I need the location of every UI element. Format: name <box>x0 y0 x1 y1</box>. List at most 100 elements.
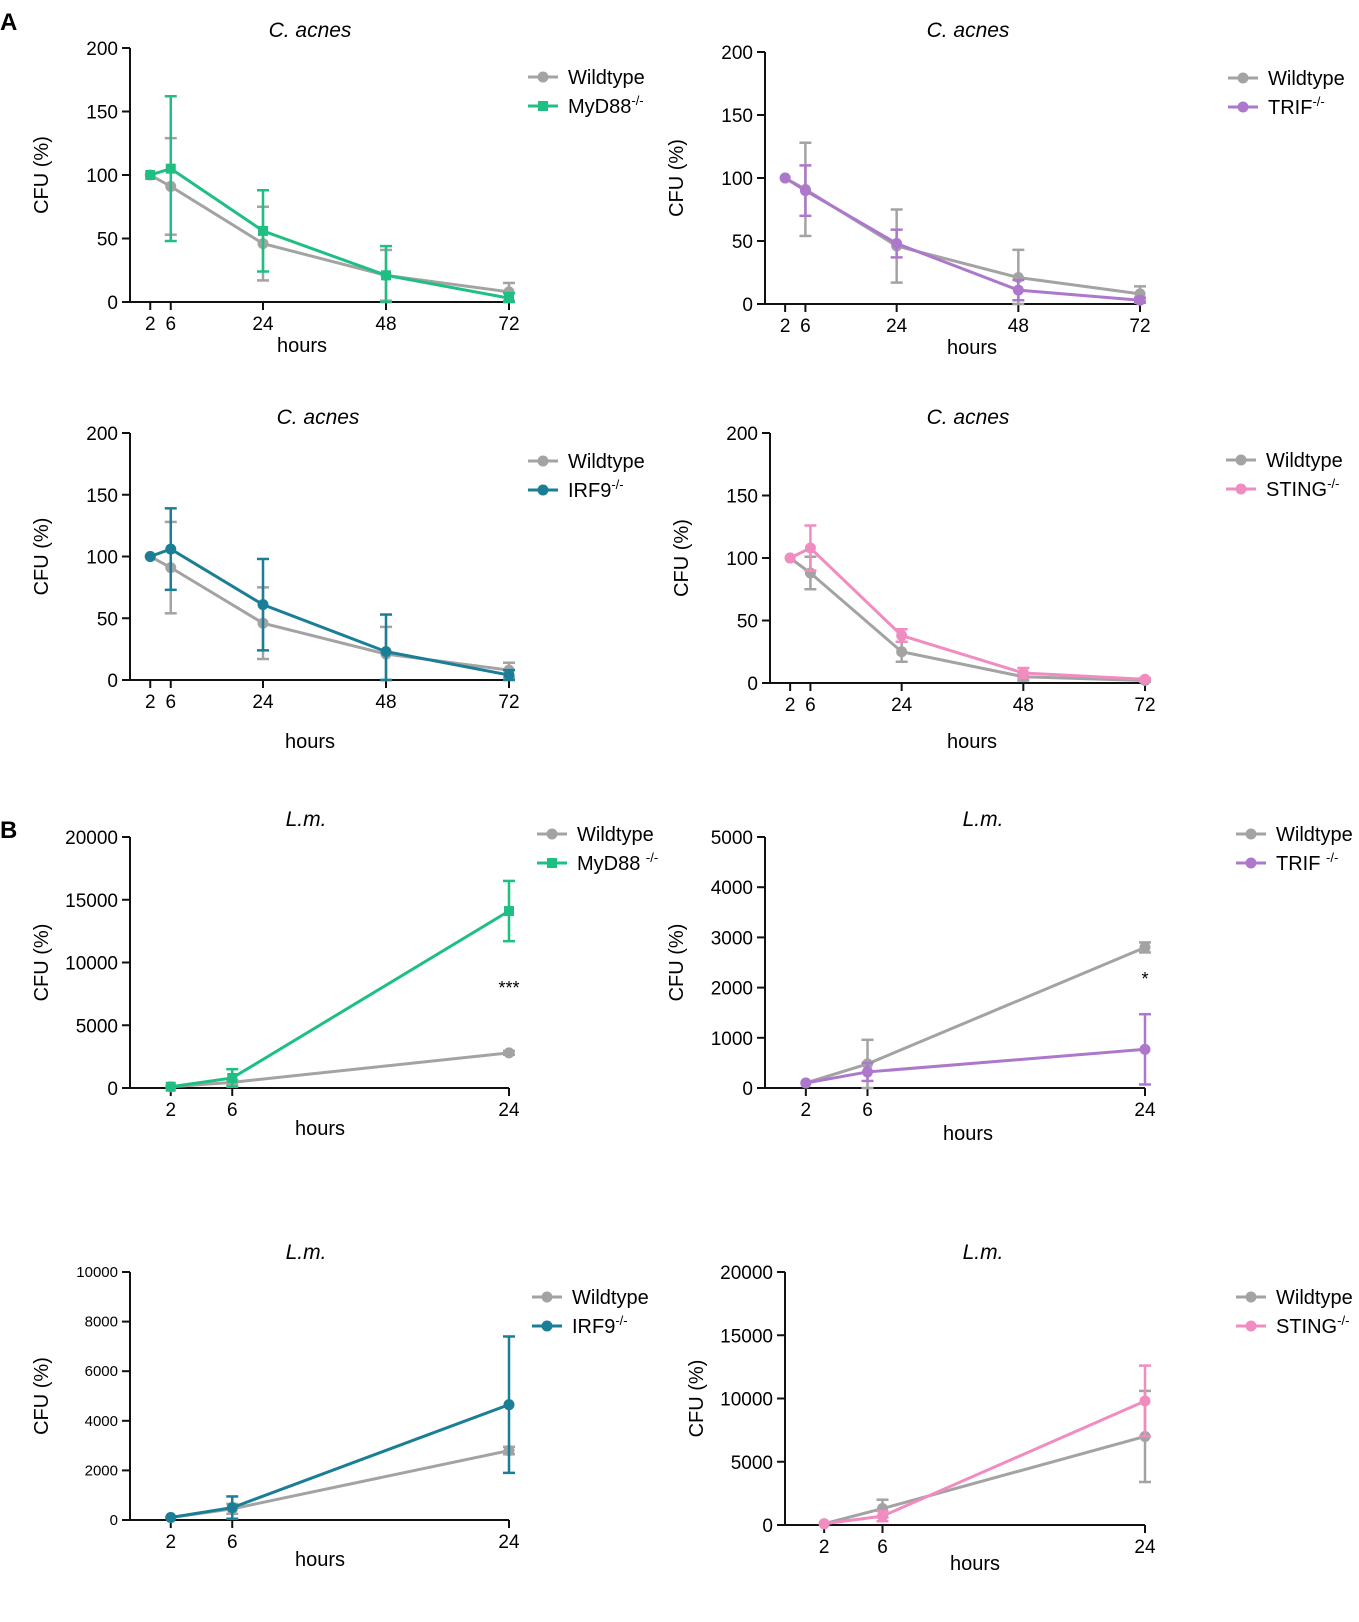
data-point <box>257 599 269 611</box>
data-point <box>258 225 268 236</box>
series-line <box>149 555 510 672</box>
x-axis-label: hours <box>277 335 327 357</box>
y-tick-label: 0 <box>742 1079 753 1100</box>
series-trif <box>779 164 1146 306</box>
x-axis-label: hours <box>943 1123 993 1145</box>
legend-marker <box>1237 72 1249 84</box>
data-point <box>504 906 514 917</box>
y-tick-label: 6000 <box>85 1363 118 1380</box>
series-wildtype <box>779 141 1146 306</box>
data-point <box>165 1081 176 1092</box>
series-sting <box>784 524 1151 685</box>
data-point <box>1134 294 1146 306</box>
x-tick-label: 2 <box>801 1100 812 1121</box>
data-point <box>1012 284 1024 296</box>
y-tick-label: 200 <box>726 424 758 445</box>
data-point <box>784 552 796 564</box>
data-point <box>804 542 816 554</box>
series-wildtype <box>818 1389 1151 1530</box>
x-tick-label: 24 <box>252 692 274 713</box>
data-point <box>877 1510 888 1522</box>
x-axis-label: hours <box>285 731 335 753</box>
y-tick-label: 20000 <box>720 1263 773 1284</box>
data-point <box>381 270 391 281</box>
data-point <box>145 170 156 180</box>
legend-label: IRF9-/- <box>568 477 624 502</box>
legend-marker <box>1245 857 1257 869</box>
x-tick-label: 2 <box>145 692 156 713</box>
data-point <box>1017 667 1029 679</box>
legend-marker <box>1237 101 1249 113</box>
y-axis-label: CFU (%) <box>666 924 688 1002</box>
series-line <box>789 546 1146 681</box>
chart-title: C. acnes <box>927 19 1010 42</box>
series-myd88 <box>165 879 515 1092</box>
chart-7: L.m. 0 2000 4000 6000 8000 10000 2 6 24 hours CFU (… <box>31 1241 649 1571</box>
legend-marker <box>547 858 557 868</box>
legend-superscript: -/- <box>646 850 658 865</box>
legend-label: STING-/- <box>1266 476 1339 501</box>
data-point <box>818 1518 830 1530</box>
legend-label: Wildtype <box>1266 450 1343 472</box>
legend-marker <box>537 484 549 496</box>
y-tick-label: 150 <box>86 486 118 507</box>
y-tick-label: 50 <box>97 230 118 251</box>
series-line <box>170 909 510 1089</box>
y-tick-label: 5000 <box>76 1016 118 1037</box>
y-tick-label: 100 <box>86 166 118 187</box>
x-tick-label: 6 <box>227 1100 238 1121</box>
legend-marker <box>538 101 548 111</box>
x-tick-label: 48 <box>1013 695 1034 716</box>
legend-marker <box>1235 454 1247 466</box>
legend-marker <box>541 1320 553 1332</box>
y-tick-label: 2000 <box>85 1462 118 1479</box>
chart-2: C. acnes 0 50 100 150 200 2 6 24 48 72 hours CFU (%)… <box>666 19 1345 359</box>
legend-superscript: -/- <box>1327 476 1339 491</box>
x-tick-label: 6 <box>862 1100 873 1121</box>
y-tick-label: 100 <box>726 549 758 570</box>
y-tick-label: 10000 <box>65 954 118 975</box>
series-trif <box>800 1012 1151 1089</box>
significance-marker: * <box>1141 969 1148 989</box>
series-line <box>789 556 1146 682</box>
y-tick-label: 0 <box>742 295 753 316</box>
x-tick-label: 24 <box>891 695 913 716</box>
x-tick-label: 2 <box>819 1537 830 1558</box>
series-wildtype <box>165 1047 515 1093</box>
legend-label: TRIF -/- <box>1276 850 1338 875</box>
y-tick-label: 5000 <box>711 828 753 849</box>
x-tick-label: 6 <box>805 695 816 716</box>
data-point <box>1139 941 1151 953</box>
y-tick-label: 50 <box>732 232 753 253</box>
data-point <box>799 185 811 197</box>
significance-marker: *** <box>498 978 519 998</box>
chart-4: C. acnes 0 50 100 150 200 2 6 24 48 72 hours CFU (%)… <box>671 406 1343 753</box>
data-point <box>503 669 515 681</box>
y-axis-label: CFU (%) <box>31 136 53 214</box>
series-irf9 <box>144 507 515 682</box>
y-axis-label: CFU (%) <box>31 924 53 1002</box>
series-wildtype <box>144 520 515 682</box>
y-tick-label: 3000 <box>711 928 753 949</box>
x-tick-label: 2 <box>165 1532 176 1553</box>
chart-title: C. acnes <box>927 406 1010 429</box>
y-tick-label: 20000 <box>65 828 118 849</box>
legend-label: Wildtype <box>1268 68 1345 90</box>
y-axis-label: CFU (%) <box>666 139 688 217</box>
x-axis-label: hours <box>947 731 997 753</box>
series-line <box>784 176 1141 302</box>
x-tick-label: 24 <box>498 1100 520 1121</box>
x-tick-label: 24 <box>498 1532 520 1553</box>
legend-label: Wildtype <box>1276 824 1353 846</box>
legend-superscript: -/- <box>1337 1313 1349 1328</box>
legend-label: Wildtype <box>572 1287 649 1309</box>
legend-superscript: -/- <box>1326 850 1338 865</box>
panel-label-a: A <box>0 9 17 36</box>
chart-title: L.m. <box>963 808 1004 831</box>
legend-label: Wildtype <box>577 824 654 846</box>
data-point <box>504 293 514 304</box>
y-tick-label: 1000 <box>711 1029 753 1050</box>
chart-title: C. acnes <box>269 19 352 42</box>
series-line <box>823 1399 1146 1526</box>
